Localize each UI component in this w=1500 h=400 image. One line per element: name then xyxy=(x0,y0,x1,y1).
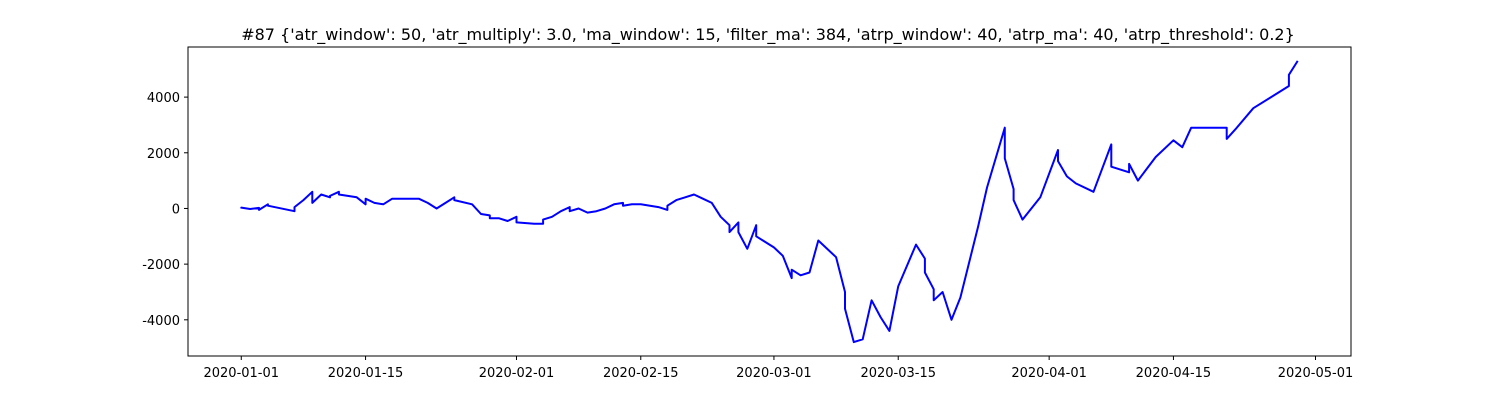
x-tick-label: 2020-02-01 xyxy=(479,366,555,381)
x-axis: 2020-01-01 2020-01-15 2020-02-01 2020-02-15… xyxy=(203,356,1353,381)
chart-title: #87 {'atr_window': 50, 'atr_multiply': 3… xyxy=(241,25,1295,45)
x-tick-label: 2020-01-15 xyxy=(328,366,404,381)
series-line xyxy=(240,60,1299,344)
y-axis: -4000 -2000 0 2000 4000 xyxy=(142,91,188,329)
x-tick-label: 2020-05-01 xyxy=(1278,366,1354,381)
x-tick-label: 2020-03-01 xyxy=(736,366,812,381)
plot-frame xyxy=(187,46,1352,357)
x-tick-label: 2020-01-01 xyxy=(203,366,279,381)
x-tick-label: 2020-04-01 xyxy=(1011,366,1087,381)
y-tick-label: 4000 xyxy=(147,91,180,106)
y-tick-label: -4000 xyxy=(142,314,180,329)
y-tick-label: -2000 xyxy=(142,258,180,273)
y-tick-label: 0 xyxy=(172,202,180,217)
x-tick-label: 2020-04-15 xyxy=(1136,366,1212,381)
y-tick-label: 2000 xyxy=(147,147,180,162)
plot-area xyxy=(240,60,1299,344)
x-tick-label: 2020-03-15 xyxy=(860,366,936,381)
x-tick-label: 2020-02-15 xyxy=(603,366,679,381)
